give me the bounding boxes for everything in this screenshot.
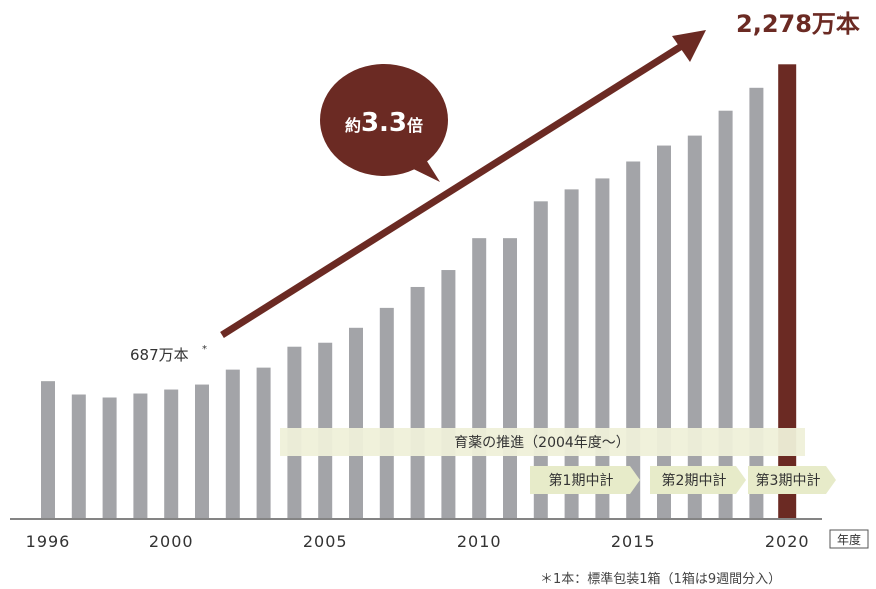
first-value-label: 687万本 (130, 346, 189, 364)
bar-2008 (410, 286, 425, 518)
first-value-mark: * (202, 344, 207, 355)
bar-2019 (749, 87, 764, 519)
growth-bubble-text: 約3.3倍 (345, 108, 423, 138)
growth-bubble (320, 64, 448, 176)
bar-2000 (164, 389, 179, 518)
bar-2011 (503, 238, 517, 518)
x-tick-2010: 2010 (457, 532, 502, 551)
bar-1996 (41, 381, 55, 518)
footnote: ＊1本：標準包装1箱（1箱は9週間分入） (540, 572, 782, 587)
bar-1997 (71, 394, 86, 518)
bar-2003 (256, 367, 271, 518)
phase-arrow-1 (530, 466, 640, 494)
bar-2001 (195, 384, 209, 518)
bar-1998 (102, 397, 117, 518)
bar-2007 (379, 307, 394, 518)
band-ikuyaku-label: 育薬の推進（2004年度～） (454, 435, 630, 451)
x-tick-2015: 2015 (611, 532, 656, 551)
band-ikuyaku (280, 428, 805, 456)
x-tick-1996: 1996 (26, 532, 71, 551)
bar-2006 (349, 327, 363, 518)
x-unit-box (829, 529, 869, 549)
bar-2002 (225, 369, 240, 518)
bar-2009 (441, 270, 456, 518)
bar-1999 (133, 393, 148, 518)
phase-arrow-3 (748, 466, 836, 494)
x-tick-2000: 2000 (149, 532, 194, 551)
bar-2017 (687, 135, 702, 518)
growth-arrow-head (672, 30, 706, 62)
x-tick-2005: 2005 (303, 532, 348, 551)
phase-arrow-2 (650, 466, 746, 494)
bar-2015 (626, 161, 641, 518)
phase-label-3: 第3期中計 (756, 472, 821, 489)
bar-2018 (718, 110, 733, 519)
last-value-label: 2,278万本 (736, 10, 860, 38)
last-value-mark: * (838, 14, 843, 25)
x-tick-2020: 2020 (765, 532, 810, 551)
growth-arrow-line (220, 39, 690, 338)
bar-2016 (657, 145, 671, 518)
x-unit-label: 年度 (837, 532, 861, 547)
bar-2020 (778, 64, 797, 518)
bar-2010 (472, 238, 487, 518)
phase-label-1: 第1期中計 (549, 472, 614, 489)
phase-label-2: 第2期中計 (662, 472, 727, 489)
